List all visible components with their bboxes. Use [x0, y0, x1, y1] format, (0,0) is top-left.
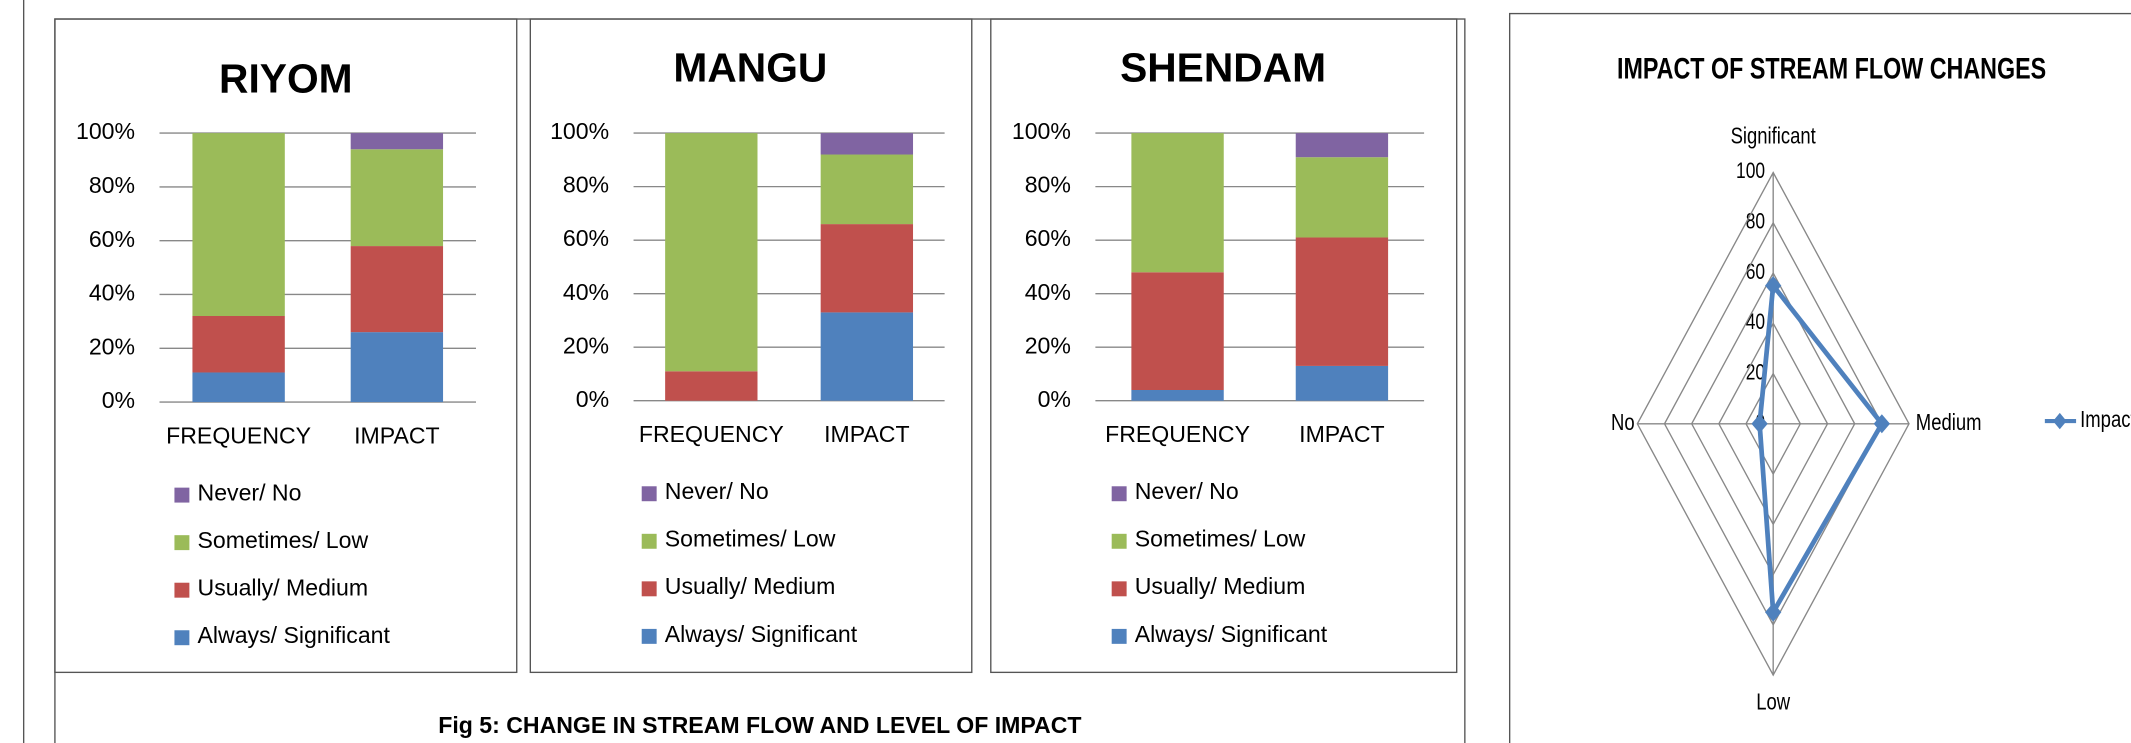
caption: Fig 5: CHANGE IN STREAM FLOW AND LEVEL O… — [438, 712, 1081, 738]
chart-title: RIYOM — [219, 55, 353, 101]
legend-label: Usually/ Medium — [1135, 573, 1306, 599]
axis-label: Low — [1756, 690, 1791, 715]
legend-swatch — [1111, 533, 1127, 549]
legend-label: Usually/ Medium — [665, 573, 836, 599]
bar-segment — [192, 372, 285, 403]
y-tick-label: 60% — [89, 226, 135, 252]
legend-label: Always/ Significant — [665, 621, 858, 647]
legend-swatch — [1111, 581, 1127, 597]
legend-label: Never/ No — [665, 478, 769, 504]
legend-swatch — [174, 487, 190, 503]
bar-segment — [820, 154, 914, 225]
radar-marker — [1765, 602, 1782, 622]
y-tick-label: 60% — [563, 225, 609, 251]
y-tick-label: 80% — [563, 172, 609, 198]
bar-segment — [1131, 272, 1224, 391]
x-tick-label: IMPACT — [354, 422, 439, 448]
y-tick-label: 0% — [102, 387, 135, 413]
x-tick-label: FREQUENCY — [639, 421, 784, 447]
y-tick-label: 80% — [89, 172, 135, 198]
bar-segment — [192, 315, 285, 373]
axis-label: No — [1611, 410, 1635, 435]
bar-segment — [820, 133, 914, 155]
r-tick-label: 100 — [1736, 159, 1765, 183]
legend-label: Sometimes/ Low — [665, 526, 836, 552]
legend-swatch — [1111, 628, 1127, 644]
x-tick-label: IMPACT — [1299, 421, 1384, 447]
legend-swatch — [1111, 486, 1127, 502]
radar-frame — [1508, 12, 2131, 743]
y-tick-label: 0% — [1038, 386, 1071, 412]
legend-swatch — [641, 628, 657, 644]
y-tick-label: 0% — [576, 386, 609, 412]
x-tick-label: FREQUENCY — [166, 422, 311, 448]
panel-frame — [54, 18, 518, 674]
x-tick-label: IMPACT — [824, 421, 909, 447]
bar-segment — [350, 149, 444, 247]
bar-segment — [350, 332, 444, 403]
y-tick-label: 20% — [89, 333, 135, 359]
panel-frame — [990, 18, 1458, 674]
y-tick-label: 60% — [1025, 225, 1071, 251]
legend-swatch — [174, 582, 190, 598]
bar-segment — [1131, 390, 1224, 401]
y-tick-label: 40% — [1025, 279, 1071, 305]
y-tick-label: 20% — [1025, 332, 1071, 358]
panel-frame — [529, 18, 973, 674]
bar-segment — [1131, 133, 1224, 273]
r-tick-label: 60 — [1746, 260, 1765, 284]
y-tick-label: 40% — [563, 279, 609, 305]
y-tick-label: 20% — [563, 332, 609, 358]
y-tick-label: 100% — [1012, 118, 1071, 144]
r-tick-label: 40 — [1746, 310, 1765, 334]
legend-label: Sometimes/ Low — [198, 527, 369, 553]
legend-swatch — [641, 533, 657, 549]
axis-label: Significant — [1731, 123, 1816, 148]
y-tick-label: 80% — [1025, 172, 1071, 198]
bar-segment — [665, 371, 758, 401]
x-tick-label: FREQUENCY — [1105, 421, 1250, 447]
bar-segment — [665, 133, 758, 372]
legend-label: Never/ No — [198, 480, 302, 506]
legend-swatch — [174, 630, 190, 646]
bar-segment — [820, 224, 914, 313]
legend-label: Never/ No — [1135, 478, 1239, 504]
bar-segment — [350, 133, 444, 150]
bar-segment — [350, 246, 444, 333]
chart-title: IMPACT OF STREAM FLOW CHANGES — [1617, 52, 2046, 85]
y-tick-label: 100% — [76, 118, 135, 144]
radar-marker — [1873, 414, 1890, 434]
legend-swatch — [641, 486, 657, 502]
legend-label: Sometimes/ Low — [1135, 526, 1306, 552]
bar-segment — [1295, 237, 1389, 366]
bar-segment — [192, 133, 285, 316]
radar-marker — [1751, 414, 1768, 434]
bar-segment — [1295, 133, 1389, 158]
bar-segment — [1295, 157, 1389, 238]
legend-swatch — [641, 581, 657, 597]
chart-title: SHENDAM — [1120, 44, 1326, 90]
bar-segment — [1295, 365, 1389, 401]
bar-segment — [820, 312, 914, 401]
y-tick-label: 100% — [550, 118, 609, 144]
legend-label: Impact — [2080, 407, 2131, 432]
legend-label: Always/ Significant — [1135, 621, 1328, 647]
legend-label: Usually/ Medium — [198, 575, 369, 601]
radar-line — [1757, 279, 1885, 621]
axis-label: Medium — [1916, 410, 1982, 435]
radar-marker — [1765, 276, 1782, 296]
legend-swatch — [174, 535, 190, 551]
legend-label: Always/ Significant — [198, 622, 391, 648]
legend-marker — [2052, 412, 2067, 430]
chart-title: MANGU — [673, 44, 827, 90]
y-tick-label: 40% — [89, 280, 135, 306]
r-tick-label: 80 — [1746, 210, 1765, 234]
